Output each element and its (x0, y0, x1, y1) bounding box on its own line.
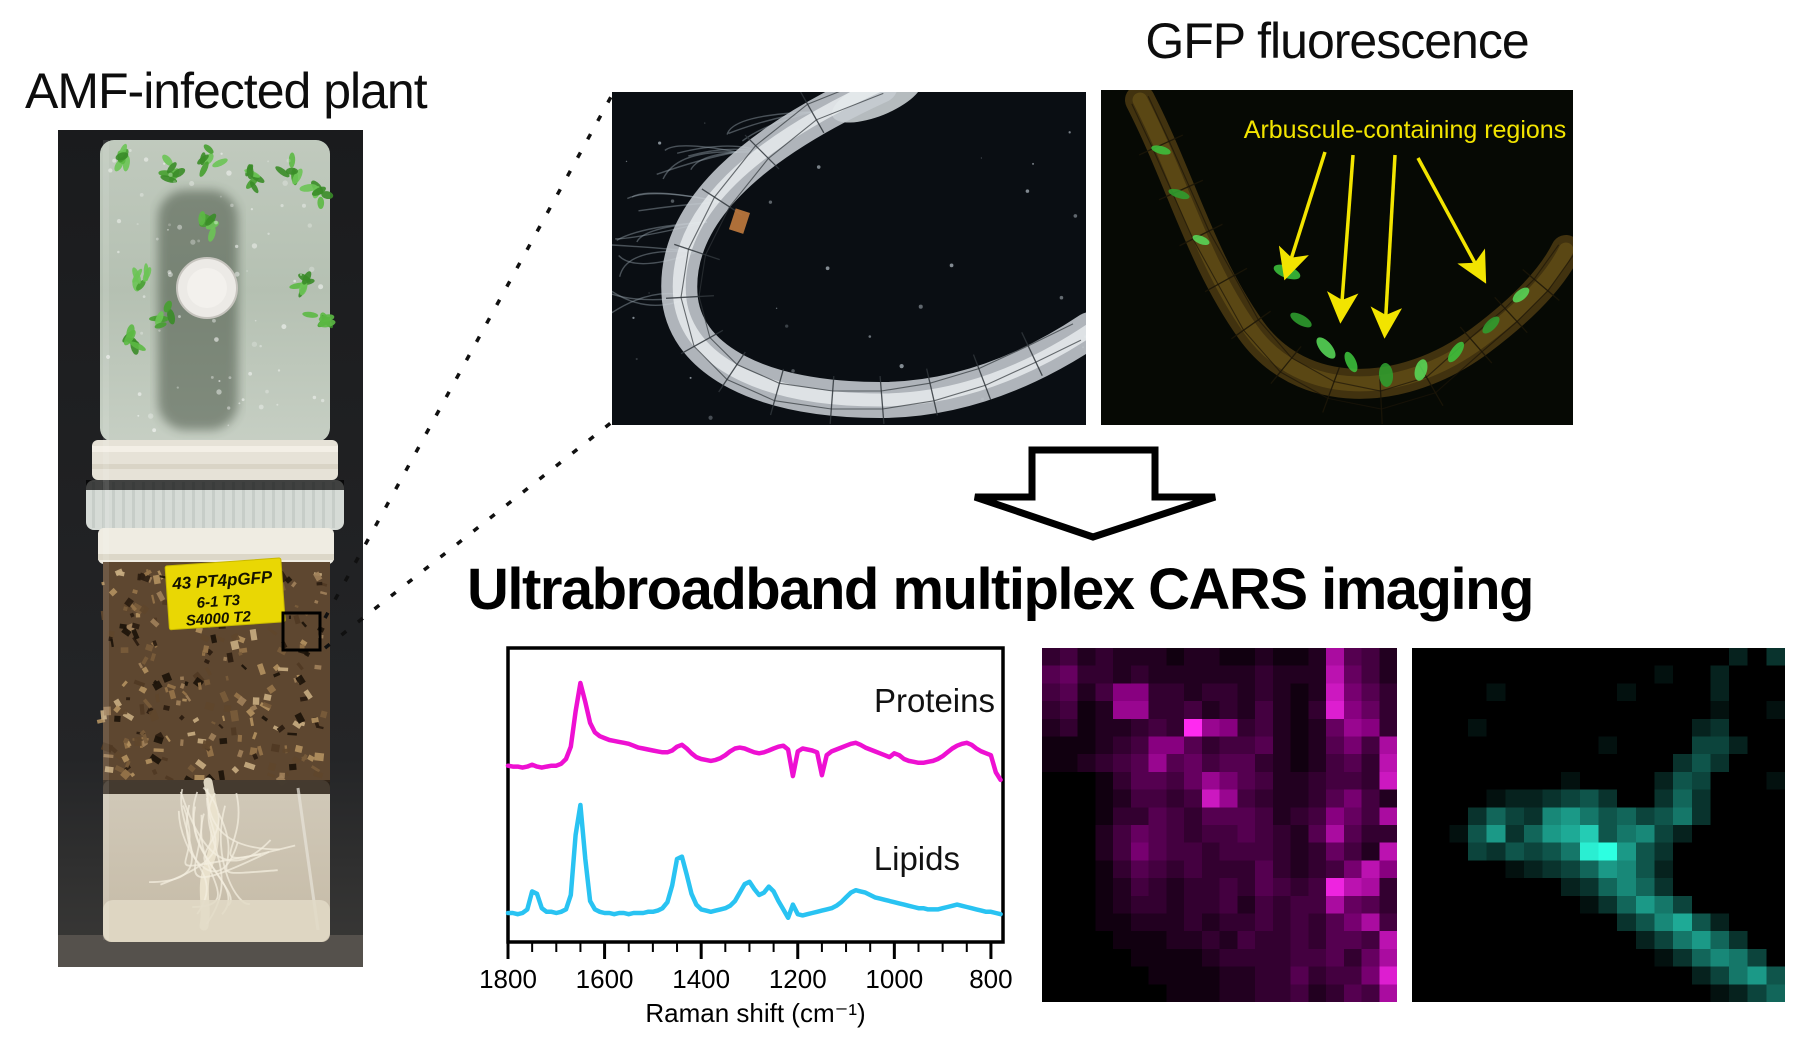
vessel-highlight (103, 140, 109, 940)
plantlets (114, 143, 336, 355)
gfp-panel-title: GFP fluorescence (1145, 13, 1529, 69)
x-tick-label: 800 (969, 964, 1012, 994)
annotation-arrows (1278, 151, 1487, 339)
gfp-annotation: Arbuscule-containing regions (1244, 116, 1566, 144)
series-label-lipids: Lipids (874, 840, 960, 877)
plant-photo: 43 PT4pGFP 6-1 T3 S4000 T2 (58, 130, 363, 967)
note-line-2: 6-1 T3 (196, 592, 241, 612)
root-liquid-box (103, 777, 330, 942)
left-panel-title: AMF-infected plant (25, 63, 428, 119)
vessel-bottom-lip (103, 900, 330, 942)
top-culture-box (100, 140, 336, 442)
cars-map-lipids (1412, 648, 1785, 1002)
gravel-box: 43 PT4pGFP 6-1 T3 S4000 T2 (96, 557, 330, 787)
x-tick-label: 1000 (865, 964, 923, 994)
gfp-image: Arbuscule-containing regions (1101, 90, 1573, 425)
root-band-gfp-core (1132, 92, 1573, 392)
lid-ribs (92, 482, 335, 528)
condensation-droplets (106, 149, 325, 433)
felt-band-upper (92, 440, 338, 480)
annotation-arrow-4 (1416, 157, 1487, 284)
filter-disc-center (187, 268, 227, 308)
root-darkfield-image (612, 92, 1086, 425)
felt-band-lower (98, 528, 334, 564)
x-tick-label: 1600 (576, 964, 634, 994)
proteins-trace (505, 680, 1003, 783)
x-axis-label: Raman shift (cm⁻¹) (645, 998, 865, 1028)
flow-down-arrow (973, 446, 1217, 541)
annotation-arrow-3 (1370, 154, 1403, 339)
series-label-proteins: Proteins (874, 682, 995, 719)
x-tick-label: 1400 (672, 964, 730, 994)
roi-square (281, 611, 322, 652)
cars-map-proteins (1042, 648, 1397, 1002)
annotation-arrow-1 (1278, 151, 1327, 281)
x-tick-label: 1200 (769, 964, 827, 994)
membrane-grid-gfp (1131, 95, 1573, 425)
cars-title: Ultrabroadband multiplex CARS imaging (467, 557, 1534, 622)
dashed-callout-line-upper (323, 94, 614, 619)
membrane-grid (666, 92, 1082, 424)
orange-patch (728, 208, 751, 234)
raman-spectra-chart: 1800 1600 1400 1200 1000 800 Raman shift (cm⁻¹… (479, 646, 1013, 1028)
vessel-lid (86, 480, 344, 530)
lipids-trace (505, 802, 1003, 921)
sample-label-note: 43 PT4pGFP 6-1 T3 S4000 T2 (164, 557, 286, 631)
note-line-3: S4000 T2 (185, 608, 252, 630)
annotation-arrow-2 (1326, 154, 1359, 324)
x-tick-label: 1800 (479, 964, 537, 994)
